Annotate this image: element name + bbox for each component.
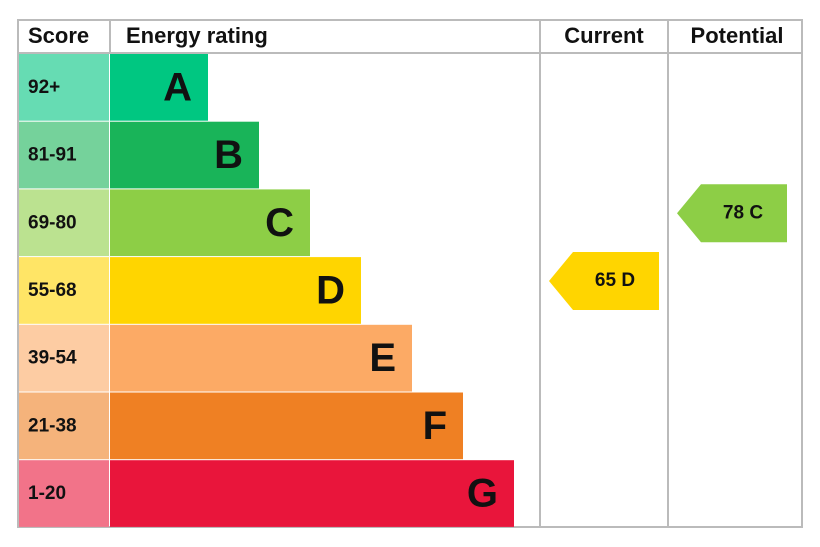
rating-letter: C	[265, 201, 294, 245]
rating-bar	[110, 324, 412, 392]
rating-bar	[110, 392, 463, 460]
potential-arrow	[677, 184, 787, 243]
score-label: 21-38	[28, 415, 77, 436]
header-current: Current	[564, 23, 644, 48]
rating-bar	[110, 460, 514, 527]
rating-bar	[110, 257, 361, 324]
rating-letter: E	[369, 336, 396, 380]
rating-letter: G	[467, 472, 498, 516]
rating-bar	[110, 189, 310, 257]
score-label: 1-20	[28, 483, 66, 504]
score-label: 55-68	[28, 280, 77, 301]
score-cell	[19, 121, 109, 189]
grid	[17, 19, 803, 528]
score-cell	[19, 324, 109, 392]
score-label: 92+	[28, 77, 60, 98]
rating-letter: F	[423, 404, 447, 448]
potential-label: 78 C	[723, 202, 763, 223]
score-cell	[19, 392, 109, 460]
rating-letter: A	[163, 65, 192, 109]
header-rating: Energy rating	[126, 23, 268, 48]
score-cell	[19, 257, 109, 324]
score-label: 69-80	[28, 212, 77, 233]
rating-letter: B	[214, 133, 243, 177]
score-label: 39-54	[28, 348, 77, 369]
header-score: Score	[28, 23, 89, 48]
score-cell	[19, 54, 109, 121]
current-label: 65 D	[595, 270, 635, 291]
current-arrow	[549, 251, 659, 310]
score-label: 81-91	[28, 145, 77, 166]
score-cell	[19, 460, 109, 527]
rating-letter: D	[316, 269, 345, 313]
rating-bar	[110, 121, 259, 189]
score-cell	[19, 189, 109, 257]
header-potential: Potential	[691, 23, 784, 48]
rating-bar	[110, 54, 208, 121]
